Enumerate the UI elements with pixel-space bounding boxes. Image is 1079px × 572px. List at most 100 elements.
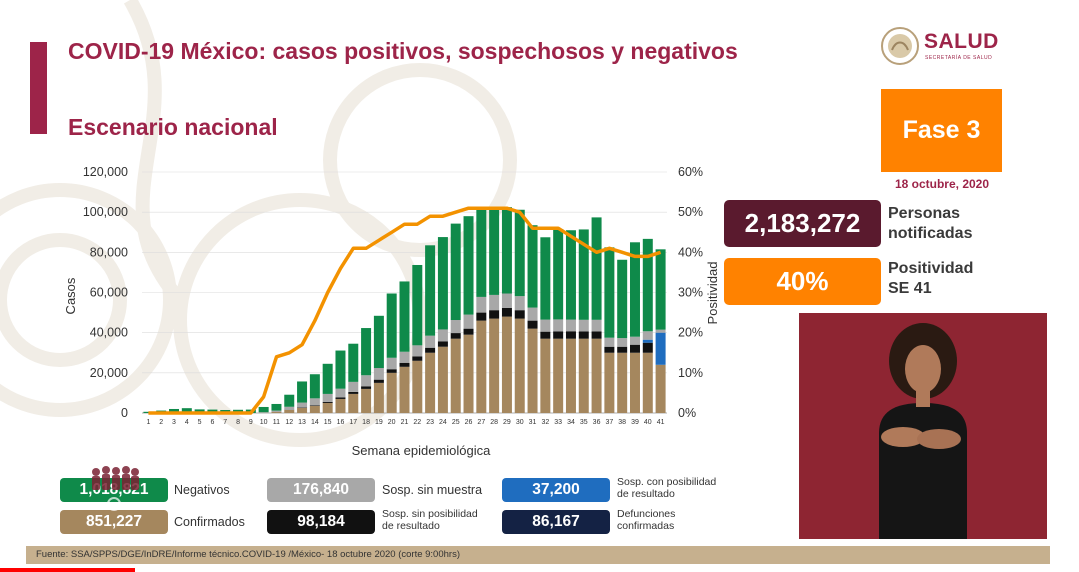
bar-segment	[348, 393, 359, 413]
bar-segment	[284, 406, 295, 410]
kpi-positivity-value: 40%	[724, 258, 881, 305]
x-tick-label: 31	[529, 419, 537, 426]
x-tick-label: 29	[503, 419, 511, 426]
bar-segment	[578, 319, 589, 332]
bar-segment	[489, 294, 500, 311]
x-tick-label: 22	[413, 419, 421, 426]
positivity-line	[148, 206, 662, 415]
bar-segment	[348, 391, 359, 394]
bar-segment	[169, 408, 180, 413]
bar-segment	[501, 293, 512, 308]
bar-segment	[489, 318, 500, 413]
source-text: Fuente: SSA/SPPS/DGE/InDRE/Informe técni…	[36, 549, 460, 560]
x-tick-label: 34	[567, 419, 575, 426]
bar-segment	[476, 296, 487, 313]
bar-segment	[450, 320, 461, 334]
bar-segment	[258, 406, 269, 413]
x-tick-label: 27	[477, 419, 485, 426]
page-title: COVID-19 México: casos positivos, sospec…	[68, 38, 738, 64]
bar-segment	[527, 225, 538, 308]
chart-ticks: 0 20,000 40,000 60,000 80,000 100,000 120,000 0…	[83, 165, 703, 426]
x-tick-label: 11	[273, 419, 280, 426]
video-progress-bar[interactable]	[0, 568, 1079, 572]
legend-confirmed-label: Confirmados	[174, 515, 245, 529]
bar-segment	[412, 360, 423, 413]
bar-segment	[450, 223, 461, 321]
x-tick-label: 17	[349, 419, 357, 426]
bar-segment	[309, 374, 320, 399]
bar-segment	[322, 363, 333, 394]
x-tick-label: 38	[618, 419, 626, 426]
x-tick-label: 2	[159, 419, 163, 426]
bar-segment	[386, 357, 397, 370]
bar-segment	[450, 338, 461, 413]
bar-segment	[540, 237, 551, 320]
y-tick-label: 40,000	[90, 326, 128, 340]
bar-segment	[553, 331, 564, 339]
kpi-positivity-label-line1: Positividad	[888, 260, 974, 277]
bar-segment	[642, 339, 653, 343]
x-tick-label: 8	[236, 419, 240, 426]
y-tick-label: 0	[121, 406, 128, 420]
bar-segment	[386, 369, 397, 373]
bar-segment	[476, 208, 487, 297]
bar-segment	[617, 338, 628, 347]
bar-segment	[642, 342, 653, 353]
bar-segment	[578, 331, 589, 339]
bar-segment	[501, 207, 512, 294]
bar-segment	[642, 331, 653, 340]
bar-segment	[284, 409, 295, 413]
bar-segment	[553, 338, 564, 413]
bar-segment	[604, 337, 615, 347]
legend-suspects-no-sample-label: Sosp. sin muestra	[382, 483, 483, 497]
bar-segment	[437, 329, 448, 342]
y-tick-label: 120,000	[83, 165, 128, 179]
x-tick-label: 19	[375, 419, 383, 426]
legend-suspects-no-sample-value: 176,840	[267, 478, 375, 502]
bar-segment	[284, 394, 295, 407]
bar-segment	[527, 328, 538, 413]
bar-segment	[604, 352, 615, 413]
legend-deaths-label: Defunciones confirmadas	[617, 508, 675, 532]
bar-segment	[309, 405, 320, 406]
legend-suspects-no-possible-value: 98,184	[267, 510, 375, 534]
x-tick-label: 33	[554, 419, 562, 426]
y2-tick-label: 60%	[678, 165, 703, 179]
bar-segment	[335, 350, 346, 389]
bar-segment	[322, 402, 333, 413]
bar-segment	[604, 247, 615, 338]
bar-segment	[399, 366, 410, 413]
bar-segment	[399, 281, 410, 352]
bar-segment	[271, 411, 282, 413]
y2-tick-label: 10%	[678, 366, 703, 380]
bar-segment	[501, 316, 512, 413]
bar-segment	[527, 320, 538, 329]
salud-logo: SALUD SECRETARÍA DE SALUD	[880, 26, 1010, 70]
y2-tick-label: 20%	[678, 326, 703, 340]
bar-segment	[335, 388, 346, 398]
bar-segment	[373, 379, 384, 383]
y-axis-title: Casos	[63, 277, 78, 314]
x-tick-label: 3	[172, 419, 176, 426]
y-tick-label: 80,000	[90, 245, 128, 259]
x-tick-label: 6	[210, 419, 214, 426]
bar-segment	[617, 259, 628, 339]
bar-segment	[412, 264, 423, 346]
bar-segment	[514, 318, 525, 413]
x-tick-label: 10	[260, 419, 268, 426]
kpi-positivity-label-line2: SE 41	[888, 280, 932, 297]
phase-badge: Fase 3	[881, 89, 1002, 172]
bar-segment	[591, 338, 602, 413]
bar-segment	[553, 319, 564, 332]
bar-segment	[335, 397, 346, 399]
x-tick-label: 14	[311, 419, 319, 426]
x-tick-label: 5	[198, 419, 202, 426]
x-tick-label: 32	[541, 419, 549, 426]
video-progress-fill	[0, 568, 135, 572]
bar-segment	[437, 346, 448, 413]
bar-segment	[565, 331, 576, 339]
bar-segment	[578, 338, 589, 413]
bar-segment	[271, 403, 282, 411]
bar-segment	[655, 329, 666, 333]
